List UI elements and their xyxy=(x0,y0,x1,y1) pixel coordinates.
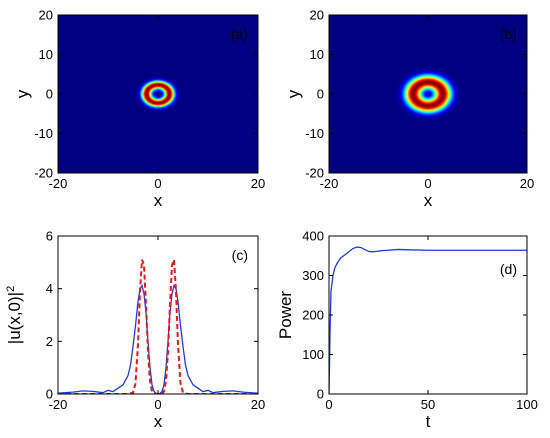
y-tick-label: 400 xyxy=(302,229,324,244)
x-axis-label: x xyxy=(154,191,163,210)
y-tick-label: -10 xyxy=(34,126,53,141)
y-tick-label: 0 xyxy=(317,387,324,402)
series-line-c-0 xyxy=(58,283,258,394)
x-tick-label: -20 xyxy=(49,176,68,191)
x-tick-label: -20 xyxy=(320,176,339,191)
chart-panel-b: -20 0 20 -20 -10 0 10 20 x y (b) xyxy=(284,8,534,211)
x-tick-label: 0 xyxy=(424,176,431,191)
x-tick-label: 0 xyxy=(154,176,161,191)
y-tick-label: 10 xyxy=(39,47,53,62)
heatmap-image-a xyxy=(58,15,258,173)
chart-panel-a: -20 0 20 -20 -10 0 10 20 x y (a) xyxy=(13,8,265,211)
x-tick-label: 100 xyxy=(516,397,538,412)
y-axis-label: y xyxy=(284,89,303,98)
y-tick-label: -10 xyxy=(305,126,324,141)
y-tick-label: -20 xyxy=(34,166,53,181)
y-tick-label: 10 xyxy=(310,47,324,62)
y-axis-label: Power xyxy=(276,291,295,340)
x-tick-label: 20 xyxy=(251,176,265,191)
x-axis-label: x xyxy=(424,191,433,210)
plot-area-d xyxy=(329,236,527,394)
x-tick-label: 20 xyxy=(251,397,265,412)
panel-label-b: (b) xyxy=(500,26,517,42)
x-tick-label: 20 xyxy=(520,176,534,191)
panel-label-c: (c) xyxy=(232,247,248,263)
y-tick-label: 20 xyxy=(310,8,324,23)
chart-panel-d: 0 50 100 0 100 200 300 400 t Power (d) xyxy=(276,229,538,432)
y-axis-label: y xyxy=(13,89,32,98)
x-axis-label: t xyxy=(426,412,431,431)
x-tick-label: 0 xyxy=(154,397,161,412)
y-tick-label: 300 xyxy=(302,268,324,283)
series-line-c-1 xyxy=(58,259,258,394)
heatmap-image-b xyxy=(329,15,527,173)
y-tick-label: 200 xyxy=(302,308,324,323)
y-tick-label: 6 xyxy=(46,229,53,244)
y-tick-label: 2 xyxy=(46,334,53,349)
y-tick-label: 0 xyxy=(46,87,53,102)
panel-label-a: (a) xyxy=(231,26,248,42)
y-tick-label: -20 xyxy=(305,166,324,181)
y-tick-label: 20 xyxy=(39,8,53,23)
x-tick-label: 0 xyxy=(325,397,332,412)
y-axis-label-superscript: 2 xyxy=(5,286,17,292)
y-axis-label: |u(x,0)|2 xyxy=(5,286,24,344)
x-axis-label: x xyxy=(154,412,163,431)
y-tick-label: 100 xyxy=(302,347,324,362)
plot-area-c xyxy=(58,236,258,394)
y-tick-label: 0 xyxy=(317,87,324,102)
y-tick-label: 4 xyxy=(46,281,53,296)
x-tick-label: 50 xyxy=(421,397,435,412)
panel-label-d: (d) xyxy=(500,261,517,277)
series-line-d-0 xyxy=(329,246,527,394)
y-tick-label: 0 xyxy=(46,387,53,402)
x-tick-label: -20 xyxy=(49,397,68,412)
